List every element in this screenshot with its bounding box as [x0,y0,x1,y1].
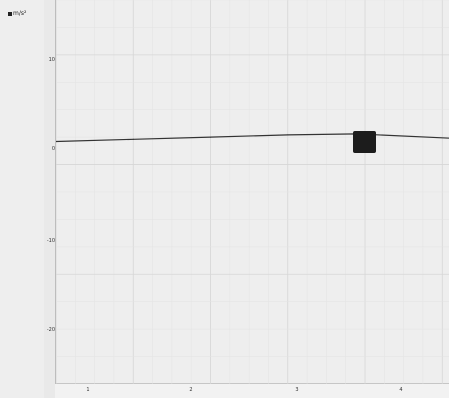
series-line [56,133,449,143]
plot-area[interactable] [55,0,449,384]
chart-svg[interactable] [56,0,449,384]
unit-label: m/s² [8,10,26,18]
y-axis-title [0,78,8,170]
y-tick-label: 10 [48,57,55,63]
x-tick-label: 4 [399,387,403,393]
series-point[interactable] [56,140,57,143]
x-tick-label: 1 [86,387,90,393]
axis-rail[interactable] [44,0,55,398]
y-tick-label: -20 [46,327,55,333]
y-tick-label: 0 [51,146,55,152]
y-tick-label: -10 [46,238,55,244]
x-tick-label: 3 [295,387,299,393]
series-point[interactable] [132,138,134,140]
series-point[interactable] [209,136,212,138]
tooltip-line [355,142,374,146]
legend-square-icon [8,12,12,16]
unit-label-text: m/s² [13,10,27,17]
x-tick-label: 2 [189,387,193,393]
series-point[interactable] [287,134,289,136]
left-panel: m/s² [0,0,44,398]
data-tooltip [353,131,376,153]
